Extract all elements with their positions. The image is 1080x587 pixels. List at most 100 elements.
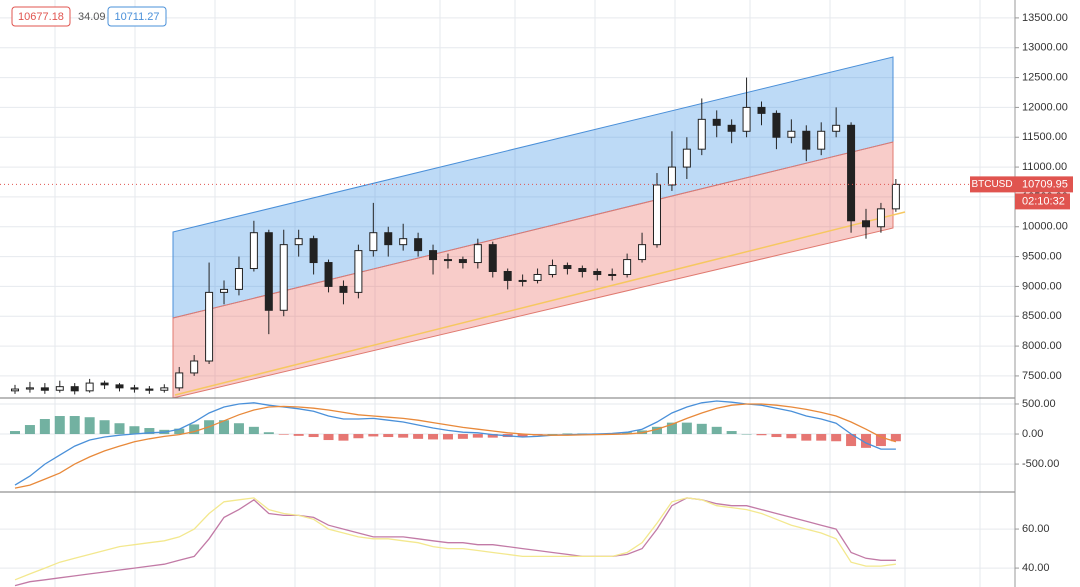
indicator-line [14, 403, 897, 489]
candle-body [473, 244, 482, 264]
candle-body [85, 382, 94, 392]
histogram-bar [875, 434, 886, 447]
candle-body [682, 148, 691, 168]
histogram-bar [263, 432, 274, 435]
candle-body [25, 387, 34, 390]
candle-body [55, 386, 64, 391]
candle-body [175, 372, 184, 389]
candle-body [652, 184, 661, 246]
candle-body [384, 232, 393, 246]
legend-box [107, 6, 167, 27]
y-tick-label: 12000.00 [1022, 101, 1068, 113]
y-tick-label: 40.00 [1022, 562, 1050, 574]
histogram-bar [801, 434, 812, 441]
legend-value: 10711.27 [114, 11, 159, 23]
histogram-bar [786, 434, 797, 439]
legend-value: 10677.18 [18, 11, 64, 23]
histogram-bar [756, 434, 767, 436]
trend-line [174, 211, 906, 396]
histogram-bar [741, 434, 752, 435]
panel [0, 77, 1015, 395]
histogram-bar [771, 434, 782, 438]
histogram-bar [24, 425, 35, 435]
candle-body [518, 279, 527, 282]
histogram-bar [383, 434, 394, 438]
candle-body [503, 270, 512, 281]
candle-body [742, 106, 751, 132]
histogram-bar [323, 434, 334, 441]
y-tick-label: 12500.00 [1022, 71, 1068, 83]
histogram-bar [651, 426, 662, 435]
price-badge [1015, 176, 1073, 193]
candle-body [399, 238, 408, 246]
histogram-bar [696, 423, 707, 435]
histogram-bar [681, 422, 692, 435]
candle-body [488, 244, 497, 272]
histogram-bar [189, 424, 200, 435]
channel [172, 56, 906, 398]
candle-body [190, 360, 199, 374]
histogram-bar [233, 423, 244, 435]
y-tick-label: 9500.00 [1022, 250, 1062, 262]
candle-body [115, 384, 124, 389]
panel [10, 400, 901, 489]
candle-body [667, 166, 676, 186]
histogram-bar [413, 434, 424, 439]
candle-body [787, 130, 796, 138]
candle-body [638, 244, 647, 261]
candle-body [429, 250, 438, 261]
y-tick-label: 9000.00 [1022, 280, 1062, 292]
candle-body [772, 112, 781, 138]
histogram-bar [711, 426, 722, 435]
histogram-bar [666, 422, 677, 435]
histogram-bar [457, 434, 468, 439]
legend-value: 34.09 [78, 11, 106, 23]
y-tick-label: 7500.00 [1022, 370, 1062, 382]
candle-body [578, 268, 587, 272]
y-tick-label: 11000.00 [1022, 161, 1067, 173]
price-label: 10709.95 [1022, 178, 1068, 190]
candle-body [354, 250, 363, 293]
plot-layer [0, 77, 1015, 587]
candle-body [249, 232, 258, 270]
candle-body [205, 291, 214, 362]
grid-layer [0, 0, 1015, 587]
y-tick-label: 13000.00 [1022, 42, 1068, 54]
candle-body [862, 220, 871, 228]
histogram-bar [174, 428, 185, 435]
histogram-bar [517, 434, 528, 438]
candle-body [876, 208, 885, 228]
candle-body [443, 259, 452, 262]
y-tick-label: 500.00 [1022, 398, 1056, 410]
symbol-badge [970, 176, 1015, 193]
y-tick-label: 11500.00 [1022, 131, 1067, 143]
y-tick-label: 0.00 [1022, 428, 1043, 440]
histogram-bar [10, 431, 20, 435]
candle-body [727, 124, 736, 132]
countdown-label: 02:10:32 [1022, 195, 1065, 207]
candle-body [160, 387, 169, 391]
candle-body [832, 124, 841, 132]
indicator-line [14, 400, 896, 486]
histogram-bar [428, 434, 439, 440]
histogram-bar [338, 434, 349, 441]
histogram-bar [562, 433, 573, 435]
histogram-bar [114, 423, 125, 435]
header-legend: 10677.18 34.09 10711.27 [11, 6, 167, 27]
histogram-bar [398, 434, 409, 438]
histogram-bar [368, 434, 379, 437]
candle-body [891, 183, 900, 210]
candle-body [458, 259, 467, 264]
histogram-bar [487, 434, 498, 438]
candle-body [608, 273, 617, 276]
candle-body [802, 130, 811, 150]
candle-body [414, 238, 423, 252]
candle-body [100, 382, 109, 386]
histogram-bar [622, 432, 633, 435]
symbol-label: BTCUSD [971, 179, 1012, 190]
histogram-bar [39, 419, 50, 435]
histogram-bar [293, 434, 304, 436]
candle-body [847, 124, 856, 222]
histogram-bar [84, 417, 95, 435]
